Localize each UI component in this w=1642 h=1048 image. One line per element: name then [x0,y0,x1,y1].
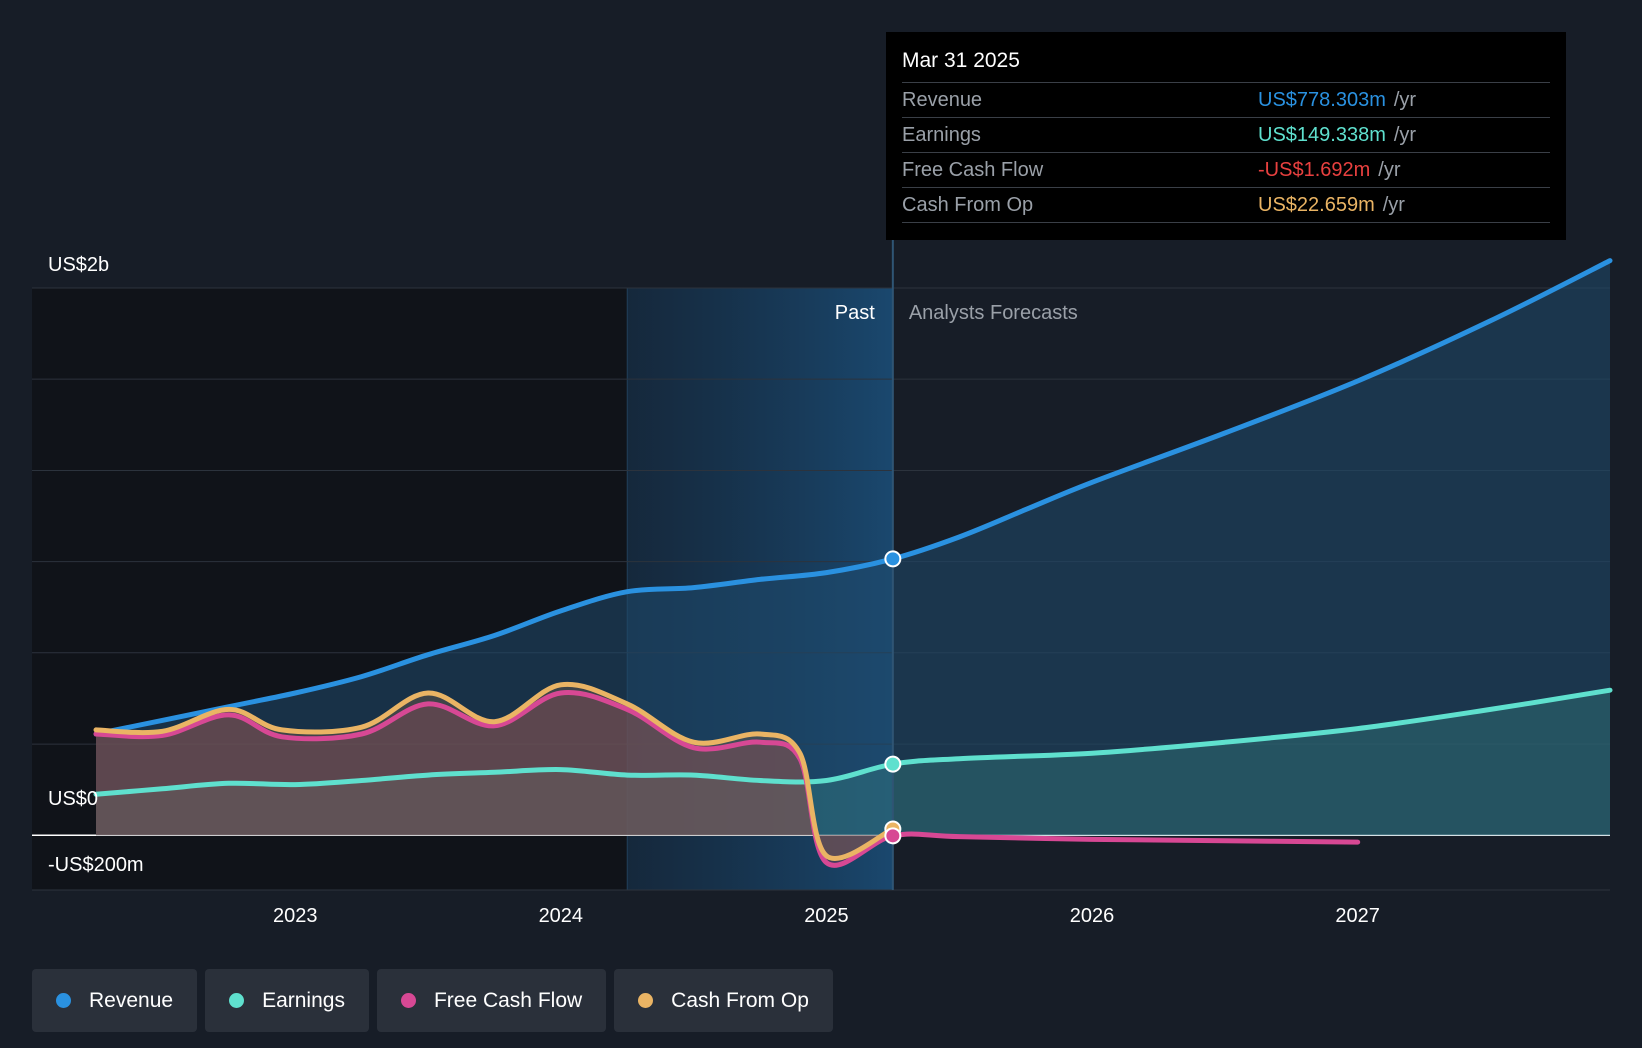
legend: Revenue Earnings Free Cash Flow Cash From O… [32,969,833,1032]
marker-revenue [884,550,902,568]
legend-label: Cash From Op [671,988,809,1012]
tooltip: Mar 31 2025 Revenue US$778.303m/yr Earning… [886,32,1566,240]
y-label-zero: US$0 [48,788,98,810]
tooltip-rows: Revenue US$778.303m/yr Earnings US$149.338m… [902,82,1550,223]
tooltip-row-label: Revenue [902,88,983,111]
legend-dot-icon [638,993,654,1008]
legend-label: Earnings [262,988,345,1012]
legend-dot-icon [229,993,245,1008]
legend-label: Free Cash Flow [433,988,583,1012]
legend-dot-icon [400,993,416,1008]
tooltip-date: Mar 31 2025 [902,49,1020,72]
tooltip-row: Cash From Op US$22.659m/yr [902,187,1550,223]
line-free-cash-flow [93,690,1361,868]
legend-item-earnings[interactable]: Earnings [205,969,369,1032]
series-lines [93,258,1613,868]
tooltip-row-label: Cash From Op [902,193,1034,216]
legend-item-free-cash-flow[interactable]: Free Cash Flow [376,969,607,1032]
x-tick-label: 2027 [1335,905,1380,927]
current-markers [884,550,902,845]
marker-free-cash-flow [884,827,902,845]
x-tick-label: 2025 [804,905,849,927]
area-earnings [96,690,1610,836]
x-tick-label: 2024 [539,905,584,927]
legend-label: Revenue [89,988,174,1012]
chart-canvas: US$2b US$0 -US$200m Past Analysts Foreca… [32,240,1613,927]
tooltip-row-value: -US$1.692m [1258,158,1371,181]
y-label-top: US$2b [48,254,109,276]
y-label-bottom: -US$200m [48,854,144,876]
tooltip-row-unit: /yr [1378,158,1401,181]
tooltip-row-label: Earnings [902,123,981,146]
x-tick-label: 2026 [1070,905,1115,927]
tooltip-row-value: US$778.303m [1258,88,1386,111]
forecast-label: Analysts Forecasts [909,302,1078,324]
legend-dot-icon [56,993,71,1008]
x-tick-label: 2023 [273,905,318,927]
line-revenue [93,258,1613,737]
tooltip-row: Free Cash Flow -US$1.692m/yr [902,152,1550,187]
area-revenue [96,260,1610,836]
tooltip-row-label: Free Cash Flow [902,158,1044,181]
x-axis-ticks: 2023 2024 2025 2026 2027 [273,905,1380,927]
marker-earnings [884,755,902,773]
tooltip-row: Revenue US$778.303m/yr [902,82,1550,117]
tooltip-row-unit: /yr [1382,193,1405,216]
tooltip-row: Earnings US$149.338m/yr [902,117,1550,152]
line-cash-from-op [93,681,896,861]
legend-item-cash-from-op[interactable]: Cash From Op [614,969,833,1032]
tooltip-row-unit: /yr [1393,123,1417,146]
tooltip-row-value: US$149.338m [1258,123,1386,146]
past-label: Past [835,302,875,324]
tooltip-row-value: US$22.659m [1258,193,1375,216]
legend-item-revenue[interactable]: Revenue [32,969,198,1032]
tooltip-row-unit: /yr [1393,88,1417,111]
area-free-cash-flow [96,692,893,866]
line-earnings [93,687,1613,797]
